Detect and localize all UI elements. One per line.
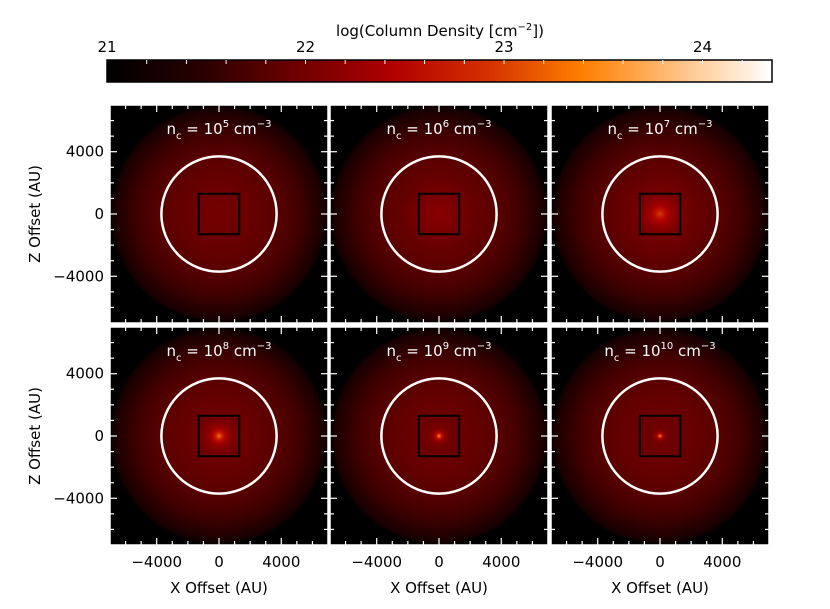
core-box (197, 192, 241, 236)
x-tick-label: 4000 (703, 553, 741, 571)
x-axis-label: X Offset (AU) (611, 579, 709, 597)
panel-label: nc = 106 cm−3 (387, 119, 492, 142)
radius-circle (601, 377, 719, 495)
radius-circle (160, 155, 278, 273)
x-tick-label: 0 (214, 553, 224, 571)
panel-border (329, 326, 549, 546)
colorbar-tick-labels: 21 22 23 24 (97, 38, 712, 56)
panel-6: nc = 1010 cm−3 −4000 0 4000 (550, 326, 770, 571)
radius-circle (601, 155, 719, 273)
y-tick-label: 0 (94, 427, 104, 445)
panel-4: nc = 108 cm−3 4000 0 −4000 −4000 0 4000 (53, 326, 329, 571)
panel-border (550, 326, 770, 546)
density-map (110, 327, 328, 545)
y-tick-label: −4000 (53, 489, 104, 507)
colorbar-tick-label: 23 (494, 38, 513, 56)
panel-label: nc = 108 cm−3 (167, 341, 272, 364)
radius-circle (380, 155, 498, 273)
density-map (551, 327, 769, 545)
x-tick-label: −4000 (572, 553, 623, 571)
panel-label: nc = 105 cm−3 (167, 119, 272, 142)
panel-border (109, 326, 329, 546)
x-axis-label: X Offset (AU) (390, 579, 488, 597)
y-axis-label: Z Offset (AU) (26, 387, 44, 485)
core-box (638, 414, 682, 458)
radius-circle (380, 377, 498, 495)
panel-label: nc = 109 cm−3 (387, 341, 492, 364)
panel-label: nc = 1010 cm−3 (604, 341, 715, 364)
density-map (110, 105, 328, 323)
panel-3: nc = 107 cm−3 (550, 104, 770, 324)
x-tick-label: 4000 (262, 553, 300, 571)
core-box (197, 414, 241, 458)
colorbar-gradient (106, 59, 773, 83)
y-tick-label: 0 (94, 205, 104, 223)
core-box (638, 192, 682, 236)
radius-circle (160, 377, 278, 495)
panel-border (550, 104, 770, 324)
colorbar-tick-label: 22 (296, 38, 315, 56)
x-axis-label: X Offset (AU) (170, 579, 268, 597)
x-tick-label: 0 (655, 553, 665, 571)
y-tick-label: 4000 (66, 143, 104, 161)
panel-2: nc = 106 cm−3 (329, 104, 549, 324)
core-box (417, 414, 461, 458)
colorbar-tick-label: 24 (693, 38, 712, 56)
x-tick-label: 4000 (482, 553, 520, 571)
density-map (330, 327, 548, 545)
panel-border (109, 104, 329, 324)
colorbar-tick-label: 21 (97, 38, 116, 56)
x-tick-label: 0 (434, 553, 444, 571)
panel-1: nc = 105 cm−3 4000 0 −4000 (53, 104, 329, 324)
x-tick-label: −4000 (131, 553, 182, 571)
panel-5: nc = 109 cm−3 −4000 0 4000 (329, 326, 549, 571)
colorbar: log(Column Density [cm−2]) 21 22 23 24 (97, 22, 773, 83)
y-tick-label: 4000 (66, 365, 104, 383)
colorbar-title: log(Column Density [cm−2]) (336, 22, 544, 40)
y-tick-label: −4000 (53, 267, 104, 285)
axis-labels: X Offset (AU) X Offset (AU) X Offset (AU) Z… (26, 165, 709, 597)
panel-grid: nc = 105 cm−3 4000 0 −4000 nc = 106 cm−3 nc =… (53, 104, 770, 571)
x-tick-label: −4000 (351, 553, 402, 571)
panel-label: nc = 107 cm−3 (608, 119, 713, 142)
colorbar-minor-ticks (146, 60, 743, 64)
core-box (417, 192, 461, 236)
panel-border (329, 104, 549, 324)
y-axis-label: Z Offset (AU) (26, 165, 44, 263)
density-map (551, 105, 769, 323)
density-map (330, 105, 548, 323)
